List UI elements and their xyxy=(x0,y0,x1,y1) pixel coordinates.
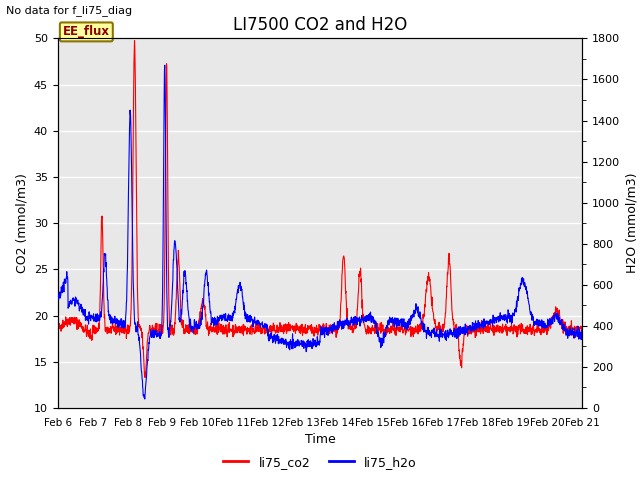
Text: EE_flux: EE_flux xyxy=(63,25,110,38)
Y-axis label: CO2 (mmol/m3): CO2 (mmol/m3) xyxy=(15,173,28,273)
Legend: li75_co2, li75_h2o: li75_co2, li75_h2o xyxy=(218,451,422,474)
X-axis label: Time: Time xyxy=(305,433,335,446)
Text: No data for f_li75_diag: No data for f_li75_diag xyxy=(6,5,132,16)
Y-axis label: H2O (mmol/m3): H2O (mmol/m3) xyxy=(626,173,639,274)
Title: LI7500 CO2 and H2O: LI7500 CO2 and H2O xyxy=(233,16,407,34)
